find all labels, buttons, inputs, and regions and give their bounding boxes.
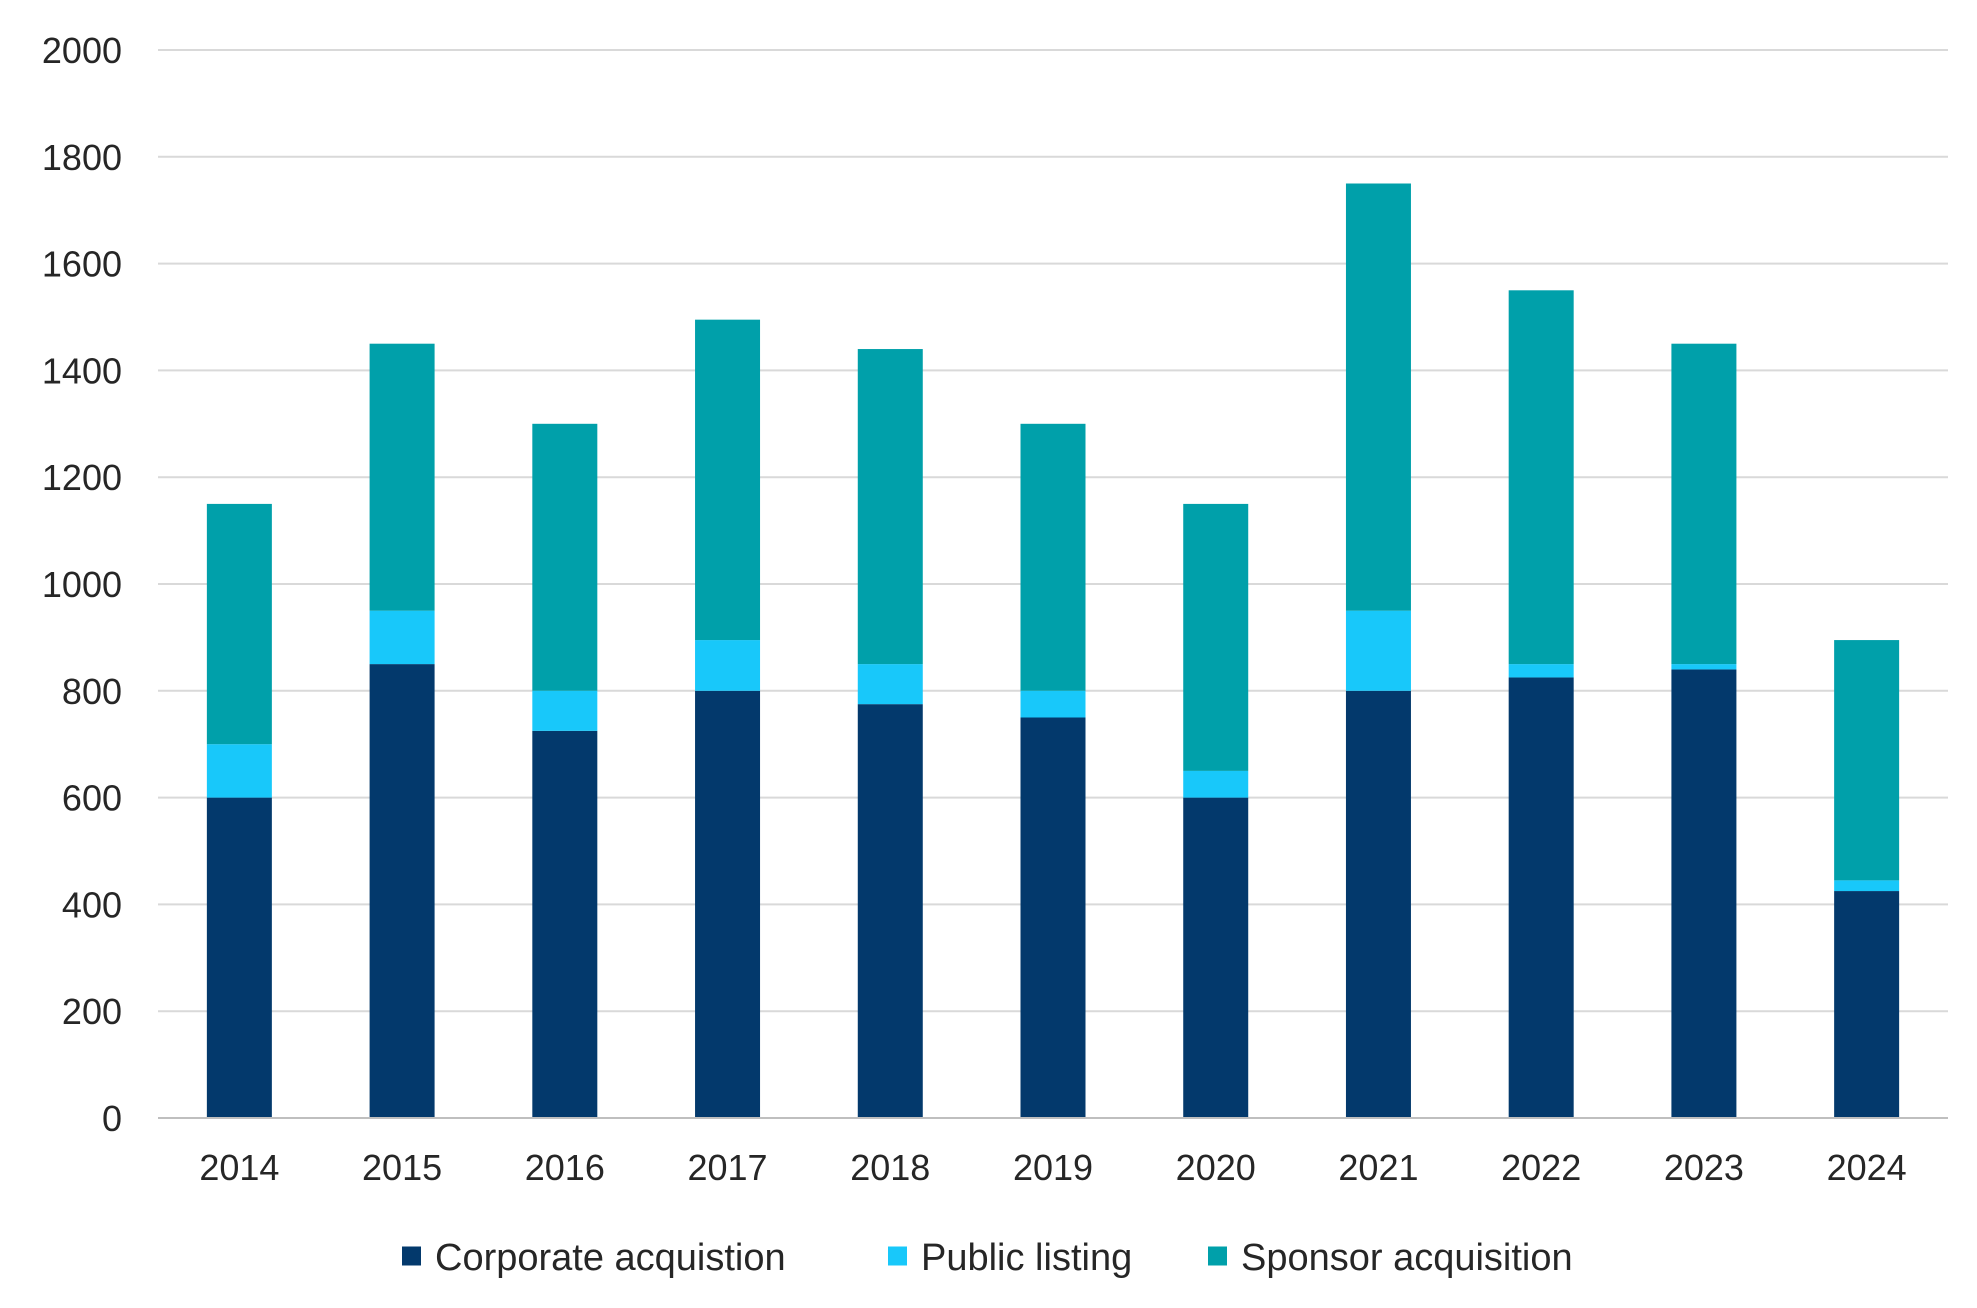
bar-segment-corporate-acquistion-2016	[532, 730, 598, 1118]
legend-label-sponsor-acquisition: Sponsor acquisition	[1241, 1237, 1573, 1279]
bar-segment-sponsor-acquisition-2014	[206, 503, 272, 745]
x-tick-label: 2023	[1664, 1147, 1744, 1188]
bar-segment-corporate-acquistion-2020	[1183, 797, 1249, 1118]
bar-segment-corporate-acquistion-2021	[1345, 690, 1411, 1118]
bar-segment-corporate-acquistion-2017	[695, 690, 761, 1118]
y-tick-label: 800	[62, 671, 122, 712]
x-tick-label: 2022	[1501, 1147, 1581, 1188]
x-axis-tick-labels: 2014 2015 2016 2017 2018 2019 2020 2021 2022 2023…	[199, 1147, 1906, 1188]
bar-segment-public-listing-2023	[1671, 664, 1737, 670]
bar-segment-sponsor-acquisition-2015	[369, 343, 435, 611]
bar-segment-public-listing-2017	[695, 640, 761, 691]
bar-segment-sponsor-acquisition-2016	[532, 423, 598, 691]
legend-label-corporate-acquistion: Corporate acquistion	[435, 1237, 786, 1279]
bar-segment-corporate-acquistion-2023	[1671, 669, 1737, 1118]
y-tick-label: 200	[62, 991, 122, 1032]
bar-segment-public-listing-2020	[1183, 770, 1249, 798]
bar-segment-public-listing-2016	[532, 690, 598, 731]
legend-swatch-sponsor-acquisition	[1208, 1246, 1227, 1266]
bar-segment-sponsor-acquisition-2020	[1183, 503, 1249, 771]
x-tick-label: 2018	[850, 1147, 930, 1188]
legend-label-public-listing: Public listing	[921, 1237, 1132, 1279]
y-tick-label: 1400	[42, 350, 122, 391]
y-tick-label: 1600	[42, 244, 122, 285]
bar-segment-sponsor-acquisition-2019	[1020, 423, 1086, 691]
bar-segment-corporate-acquistion-2019	[1020, 717, 1086, 1118]
x-tick-label: 2020	[1176, 1147, 1256, 1188]
bar-segment-sponsor-acquisition-2023	[1671, 343, 1737, 665]
bar-segment-public-listing-2015	[369, 610, 435, 665]
bar-segment-sponsor-acquisition-2022	[1508, 290, 1574, 665]
x-tick-label: 2017	[687, 1147, 767, 1188]
x-tick-label: 2021	[1338, 1147, 1418, 1188]
bar-segment-public-listing-2019	[1020, 690, 1086, 718]
bar-segment-corporate-acquistion-2014	[206, 797, 272, 1118]
y-tick-label: 2000	[42, 30, 122, 71]
x-tick-label: 2016	[525, 1147, 605, 1188]
legend-swatch-public-listing	[888, 1246, 907, 1266]
bar-segment-public-listing-2014	[206, 744, 272, 798]
y-tick-label: 1200	[42, 457, 122, 498]
bar-segment-sponsor-acquisition-2024	[1834, 640, 1900, 881]
bar-segment-public-listing-2018	[857, 664, 923, 705]
legend: Corporate acquistion Public listing Sponso…	[402, 1237, 1573, 1279]
bar-segment-sponsor-acquisition-2018	[857, 349, 923, 665]
y-tick-label: 1800	[42, 137, 122, 178]
bar-segment-corporate-acquistion-2018	[857, 704, 923, 1118]
bar-segment-corporate-acquistion-2015	[369, 664, 435, 1118]
y-tick-label: 400	[62, 884, 122, 925]
y-axis-tick-labels: 0 200 400 600 800 1000 1200 1400 1600 1800 2000	[42, 30, 122, 1139]
x-tick-label: 2024	[1827, 1147, 1907, 1188]
x-tick-label: 2015	[362, 1147, 442, 1188]
y-tick-label: 0	[102, 1098, 122, 1139]
bar-segment-public-listing-2021	[1345, 610, 1411, 691]
bars	[206, 183, 1900, 1118]
bar-segment-sponsor-acquisition-2021	[1345, 183, 1411, 611]
bar-segment-corporate-acquistion-2022	[1508, 677, 1574, 1118]
y-tick-label: 600	[62, 778, 122, 819]
y-tick-label: 1000	[42, 564, 122, 605]
bar-segment-corporate-acquistion-2024	[1834, 891, 1900, 1118]
x-tick-label: 2014	[199, 1147, 279, 1188]
bar-segment-public-listing-2022	[1508, 664, 1574, 678]
bar-segment-sponsor-acquisition-2017	[695, 319, 761, 641]
legend-swatch-corporate-acquistion	[402, 1246, 421, 1266]
x-tick-label: 2019	[1013, 1147, 1093, 1188]
bar-segment-public-listing-2024	[1834, 880, 1900, 892]
